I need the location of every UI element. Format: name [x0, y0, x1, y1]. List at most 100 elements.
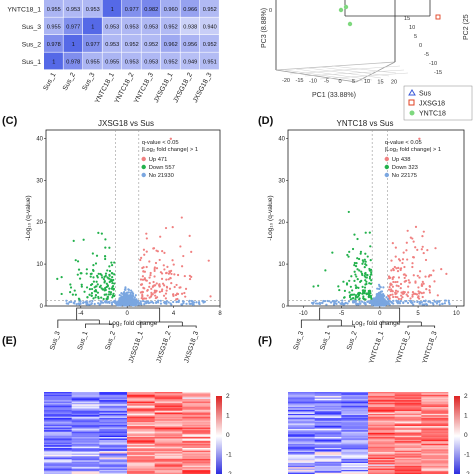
heatmap-cell: [154, 394, 183, 397]
volcano-point-up: [425, 288, 428, 291]
volcano-point-no: [163, 301, 166, 304]
heatmap-cell: [368, 396, 395, 398]
volcano-point-no: [375, 293, 378, 296]
volcano-point-no: [325, 303, 328, 306]
heatmap-cell: [182, 411, 211, 413]
volcano-point-up: [140, 283, 143, 286]
heatmap-cell: [341, 438, 369, 441]
volcano-point-no: [402, 301, 405, 304]
pca-z-tick: 5: [414, 34, 417, 40]
volcano-point-no: [372, 297, 375, 300]
correlation-cell: [180, 17, 200, 35]
heatmap-cell: [288, 434, 315, 437]
volcano-point-down: [73, 289, 76, 292]
volcano-point-down: [367, 291, 370, 294]
heatmap-cell: [154, 402, 183, 405]
heatmap-cell: [154, 472, 183, 474]
heatmap-cell: [341, 448, 369, 450]
heatmap-cell: [368, 409, 395, 412]
heatmap-cell: [99, 428, 128, 431]
heatmap-cell: [368, 415, 395, 417]
volcano-point-down: [368, 282, 371, 285]
heatmap-cell: [288, 405, 315, 408]
volcano-legend-label: No 21930: [149, 173, 174, 179]
heatmap-cell: [421, 405, 449, 408]
volcano-point-up: [153, 269, 156, 273]
heatmap-cell: [341, 420, 369, 423]
volcano-point-down: [92, 264, 95, 267]
volcano-point-down: [108, 274, 111, 277]
heatmap-cell: [127, 438, 155, 441]
heatmap-cell: [421, 412, 449, 415]
heatmap-column-label: Sus_2: [104, 330, 117, 351]
heatmap-cell: [314, 443, 342, 446]
volcano-point-no: [420, 301, 423, 304]
heatmap-cell: [127, 401, 155, 404]
heatmap-cell: [288, 441, 315, 443]
heatmap-cell: [99, 415, 128, 417]
volcano-point-up: [407, 285, 410, 288]
heatmap-cell: [368, 467, 395, 469]
volcano-point-up: [414, 225, 418, 228]
heatmap-cell: [154, 397, 183, 400]
heatmap-cell: [314, 461, 342, 464]
volcano-point-no: [406, 301, 410, 305]
heatmap-cell: [368, 392, 395, 394]
correlation-cells: 0.955 0.953 0.953 1 0.977 0.982 0.960 0.966 0.95…: [44, 0, 219, 70]
heatmap-cell: [99, 450, 128, 453]
heatmap-cell: [71, 423, 100, 426]
heatmap-cell: [71, 449, 100, 452]
heatmap-cell: [421, 449, 449, 452]
heatmap-cell: [182, 458, 211, 461]
heatmap-cell: [44, 396, 72, 398]
heatmap-cell: [314, 413, 342, 416]
heatmap-cell: [127, 423, 155, 426]
heatmap-cell: [368, 435, 395, 438]
correlation-value: 0.952: [203, 7, 217, 13]
volcano-point-up: [397, 266, 400, 269]
volcano-point-no: [110, 303, 114, 306]
pca-points: [338, 4, 441, 27]
heatmap-cell: [154, 407, 183, 409]
heatmap-cell: [368, 434, 395, 437]
heatmap-cell: [314, 454, 342, 457]
heatmap-cell: [341, 442, 369, 445]
heatmap-cell: [71, 412, 100, 415]
volcano-point-down: [354, 286, 358, 290]
heatmap-cell: [71, 394, 100, 397]
volcano-point-no: [376, 287, 379, 290]
volcano-point-no: [357, 303, 360, 306]
heatmap-cell: [288, 445, 315, 447]
heatmap-cell: [44, 445, 72, 447]
heatmap-cell: [341, 454, 369, 457]
volcano-point-down: [103, 293, 106, 296]
heatmap-cell: [341, 460, 369, 462]
heatmap-cell: [127, 413, 155, 416]
heatmap-cell: [341, 422, 369, 424]
volcano-point-up: [144, 297, 148, 300]
volcano-point-down: [369, 268, 373, 271]
volcano-point-up: [168, 287, 172, 290]
pca-y-label: PC3 (8.88%): [261, 8, 268, 48]
correlation-cell: [122, 52, 141, 70]
volcano-point-down: [348, 294, 352, 297]
volcano-point-down: [354, 298, 357, 301]
volcano-point-down: [60, 292, 63, 296]
correlation-value: 0.952: [164, 60, 178, 66]
volcano-point-up: [180, 265, 184, 268]
volcano-point-down: [351, 247, 355, 251]
volcano-point-up: [393, 265, 396, 269]
volcano-point-down: [69, 286, 73, 289]
heatmap-cell: [394, 430, 422, 432]
heatmap-cell: [394, 420, 422, 423]
volcano-point-down: [366, 273, 369, 277]
volcano-y-tick: 20: [36, 220, 43, 226]
heatmap-cell: [421, 461, 449, 464]
correlation-row-label: Sus_1: [22, 59, 41, 66]
heatmap-cell: [99, 402, 128, 405]
heatmap-cell: [394, 393, 422, 396]
heatmap-cell: [154, 439, 183, 442]
volcano-point-up: [149, 274, 152, 277]
heatmap-cell: [314, 449, 342, 452]
heatmap-cell: [127, 450, 155, 453]
